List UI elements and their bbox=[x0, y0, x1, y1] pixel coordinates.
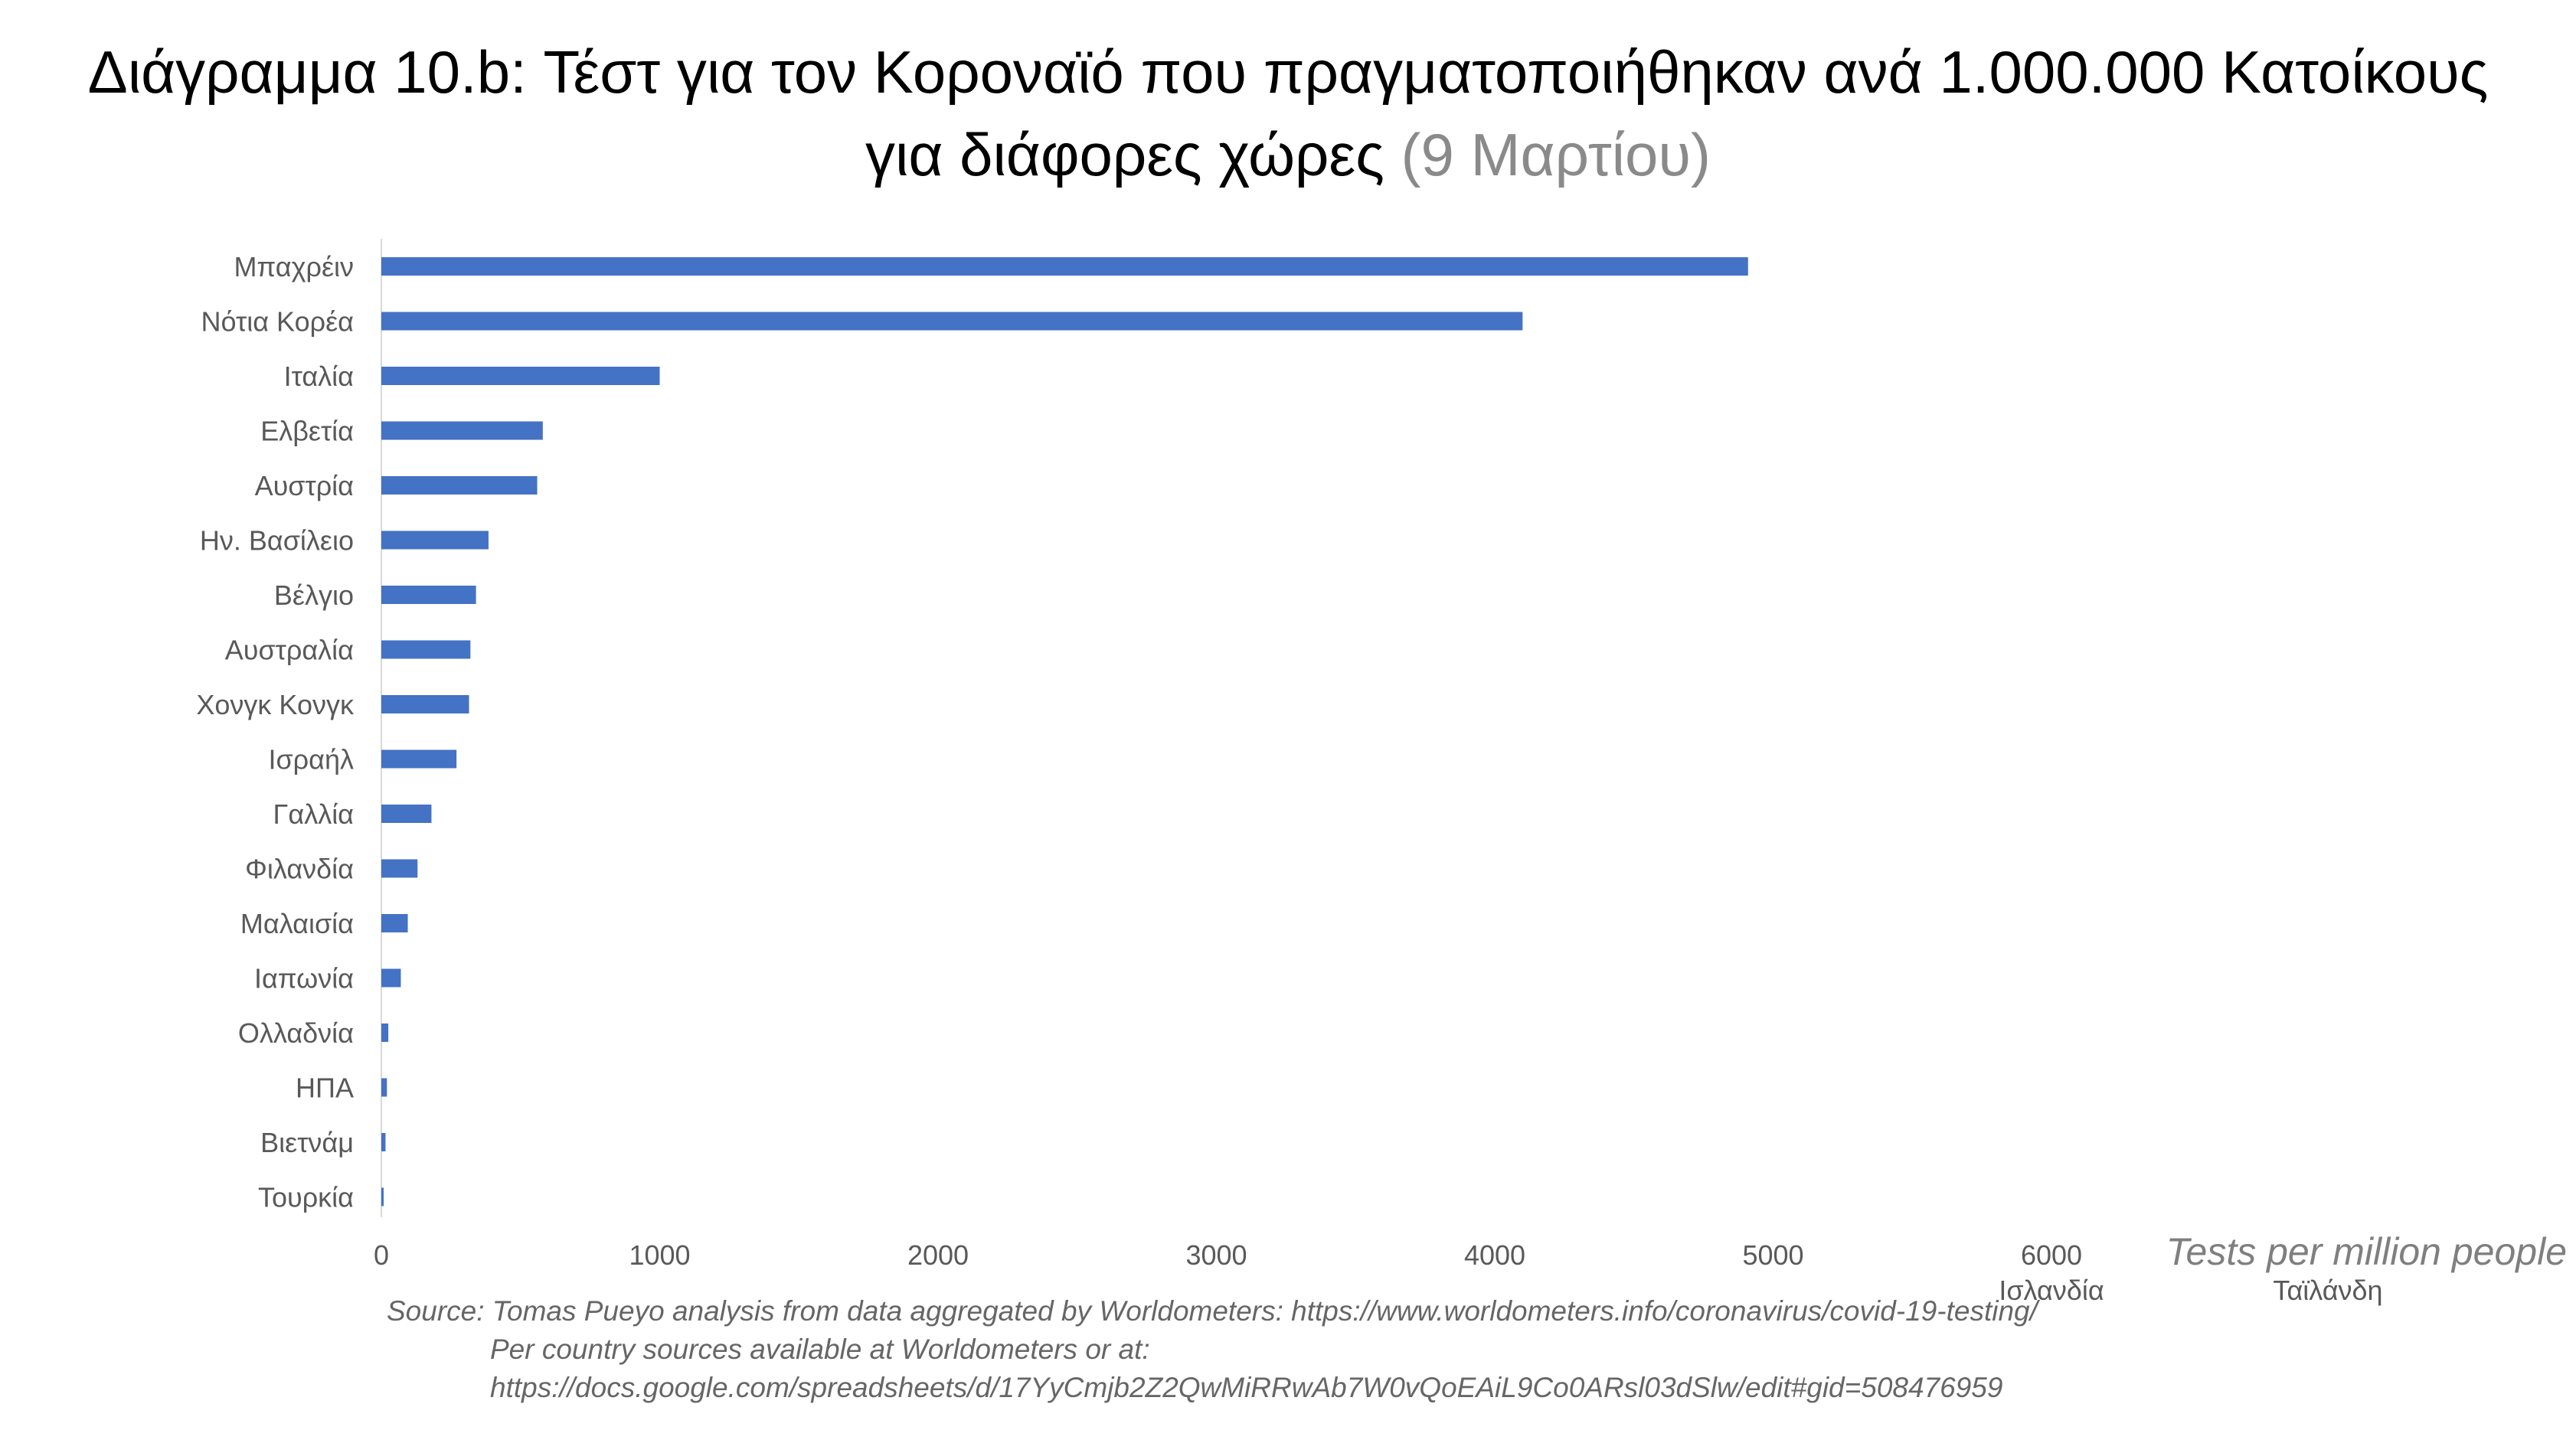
bar bbox=[381, 257, 1748, 276]
bar bbox=[381, 421, 543, 440]
chart-title: Διάγραμμα 10.b: Τέστ για τον Κοροναϊό πο… bbox=[0, 31, 2576, 196]
bar bbox=[381, 1187, 384, 1206]
category-label: Μαλαισία bbox=[240, 908, 354, 939]
category-label: Ην. Βασίλειο bbox=[200, 525, 354, 557]
bar bbox=[381, 749, 457, 769]
category-label: Βιετνάμ bbox=[260, 1127, 354, 1158]
x-tick-label: 2000 bbox=[907, 1239, 969, 1271]
bar bbox=[381, 1024, 389, 1042]
x-axis-title: Tests per million people bbox=[2166, 1230, 2567, 1273]
category-label: Αυστρία bbox=[255, 470, 354, 501]
x-tick-label: 6000 bbox=[2021, 1239, 2082, 1271]
x-tick-label: 1000 bbox=[629, 1239, 690, 1271]
category-label: Ιαπωνία bbox=[254, 963, 354, 994]
category-label: Γαλλία bbox=[273, 798, 354, 830]
source-line-1: Source: Tomas Pueyo analysis from data a… bbox=[387, 1295, 2038, 1327]
bar bbox=[381, 367, 660, 385]
category-label: Ισραήλ bbox=[268, 744, 354, 775]
bar bbox=[381, 640, 471, 659]
offscale-label: Ισλανδία bbox=[1999, 1275, 2104, 1306]
offscale-label: Ταϊλάνδη bbox=[2273, 1275, 2382, 1306]
category-label: Βέλγιο bbox=[274, 580, 354, 611]
x-tick-label: 5000 bbox=[1742, 1239, 1803, 1271]
bar bbox=[381, 805, 432, 823]
chart-title-main: Διάγραμμα 10.b: Τέστ για τον Κοροναϊό πο… bbox=[87, 38, 2489, 188]
bar bbox=[381, 695, 469, 713]
category-label: Φιλανδία bbox=[245, 854, 354, 885]
bar bbox=[381, 1133, 386, 1151]
category-label: Χονγκ Κονγκ bbox=[196, 689, 355, 720]
bar bbox=[381, 531, 489, 550]
bar bbox=[381, 312, 1523, 331]
chart-title-date: (9 Μαρτίου) bbox=[1401, 121, 1711, 188]
x-tick-label: 0 bbox=[374, 1239, 389, 1271]
x-tick-label: 3000 bbox=[1185, 1239, 1247, 1271]
category-label: Αυστραλία bbox=[225, 635, 354, 666]
bar bbox=[381, 968, 401, 988]
category-label: ΗΠΑ bbox=[296, 1072, 354, 1104]
bar bbox=[381, 859, 418, 878]
bar bbox=[381, 476, 538, 495]
category-label: Ιταλία bbox=[284, 361, 354, 392]
bar bbox=[381, 1078, 387, 1097]
category-label: Μπαχρέιν bbox=[234, 251, 354, 282]
source-line-3: https://docs.google.com/spreadsheets/d/1… bbox=[490, 1372, 2003, 1403]
source-line-2: Per country sources available at Worldom… bbox=[490, 1334, 1150, 1365]
category-label: Ελβετία bbox=[260, 416, 354, 447]
bar bbox=[381, 586, 476, 604]
bar bbox=[381, 914, 408, 932]
category-label: Τουρκία bbox=[258, 1182, 354, 1213]
category-label: Ολλαδνία bbox=[238, 1017, 354, 1049]
category-label: Νότια Κορέα bbox=[201, 306, 354, 338]
source-note: Source: Tomas Pueyo analysis from data a… bbox=[387, 1292, 2038, 1407]
x-tick-label: 4000 bbox=[1464, 1239, 1525, 1271]
